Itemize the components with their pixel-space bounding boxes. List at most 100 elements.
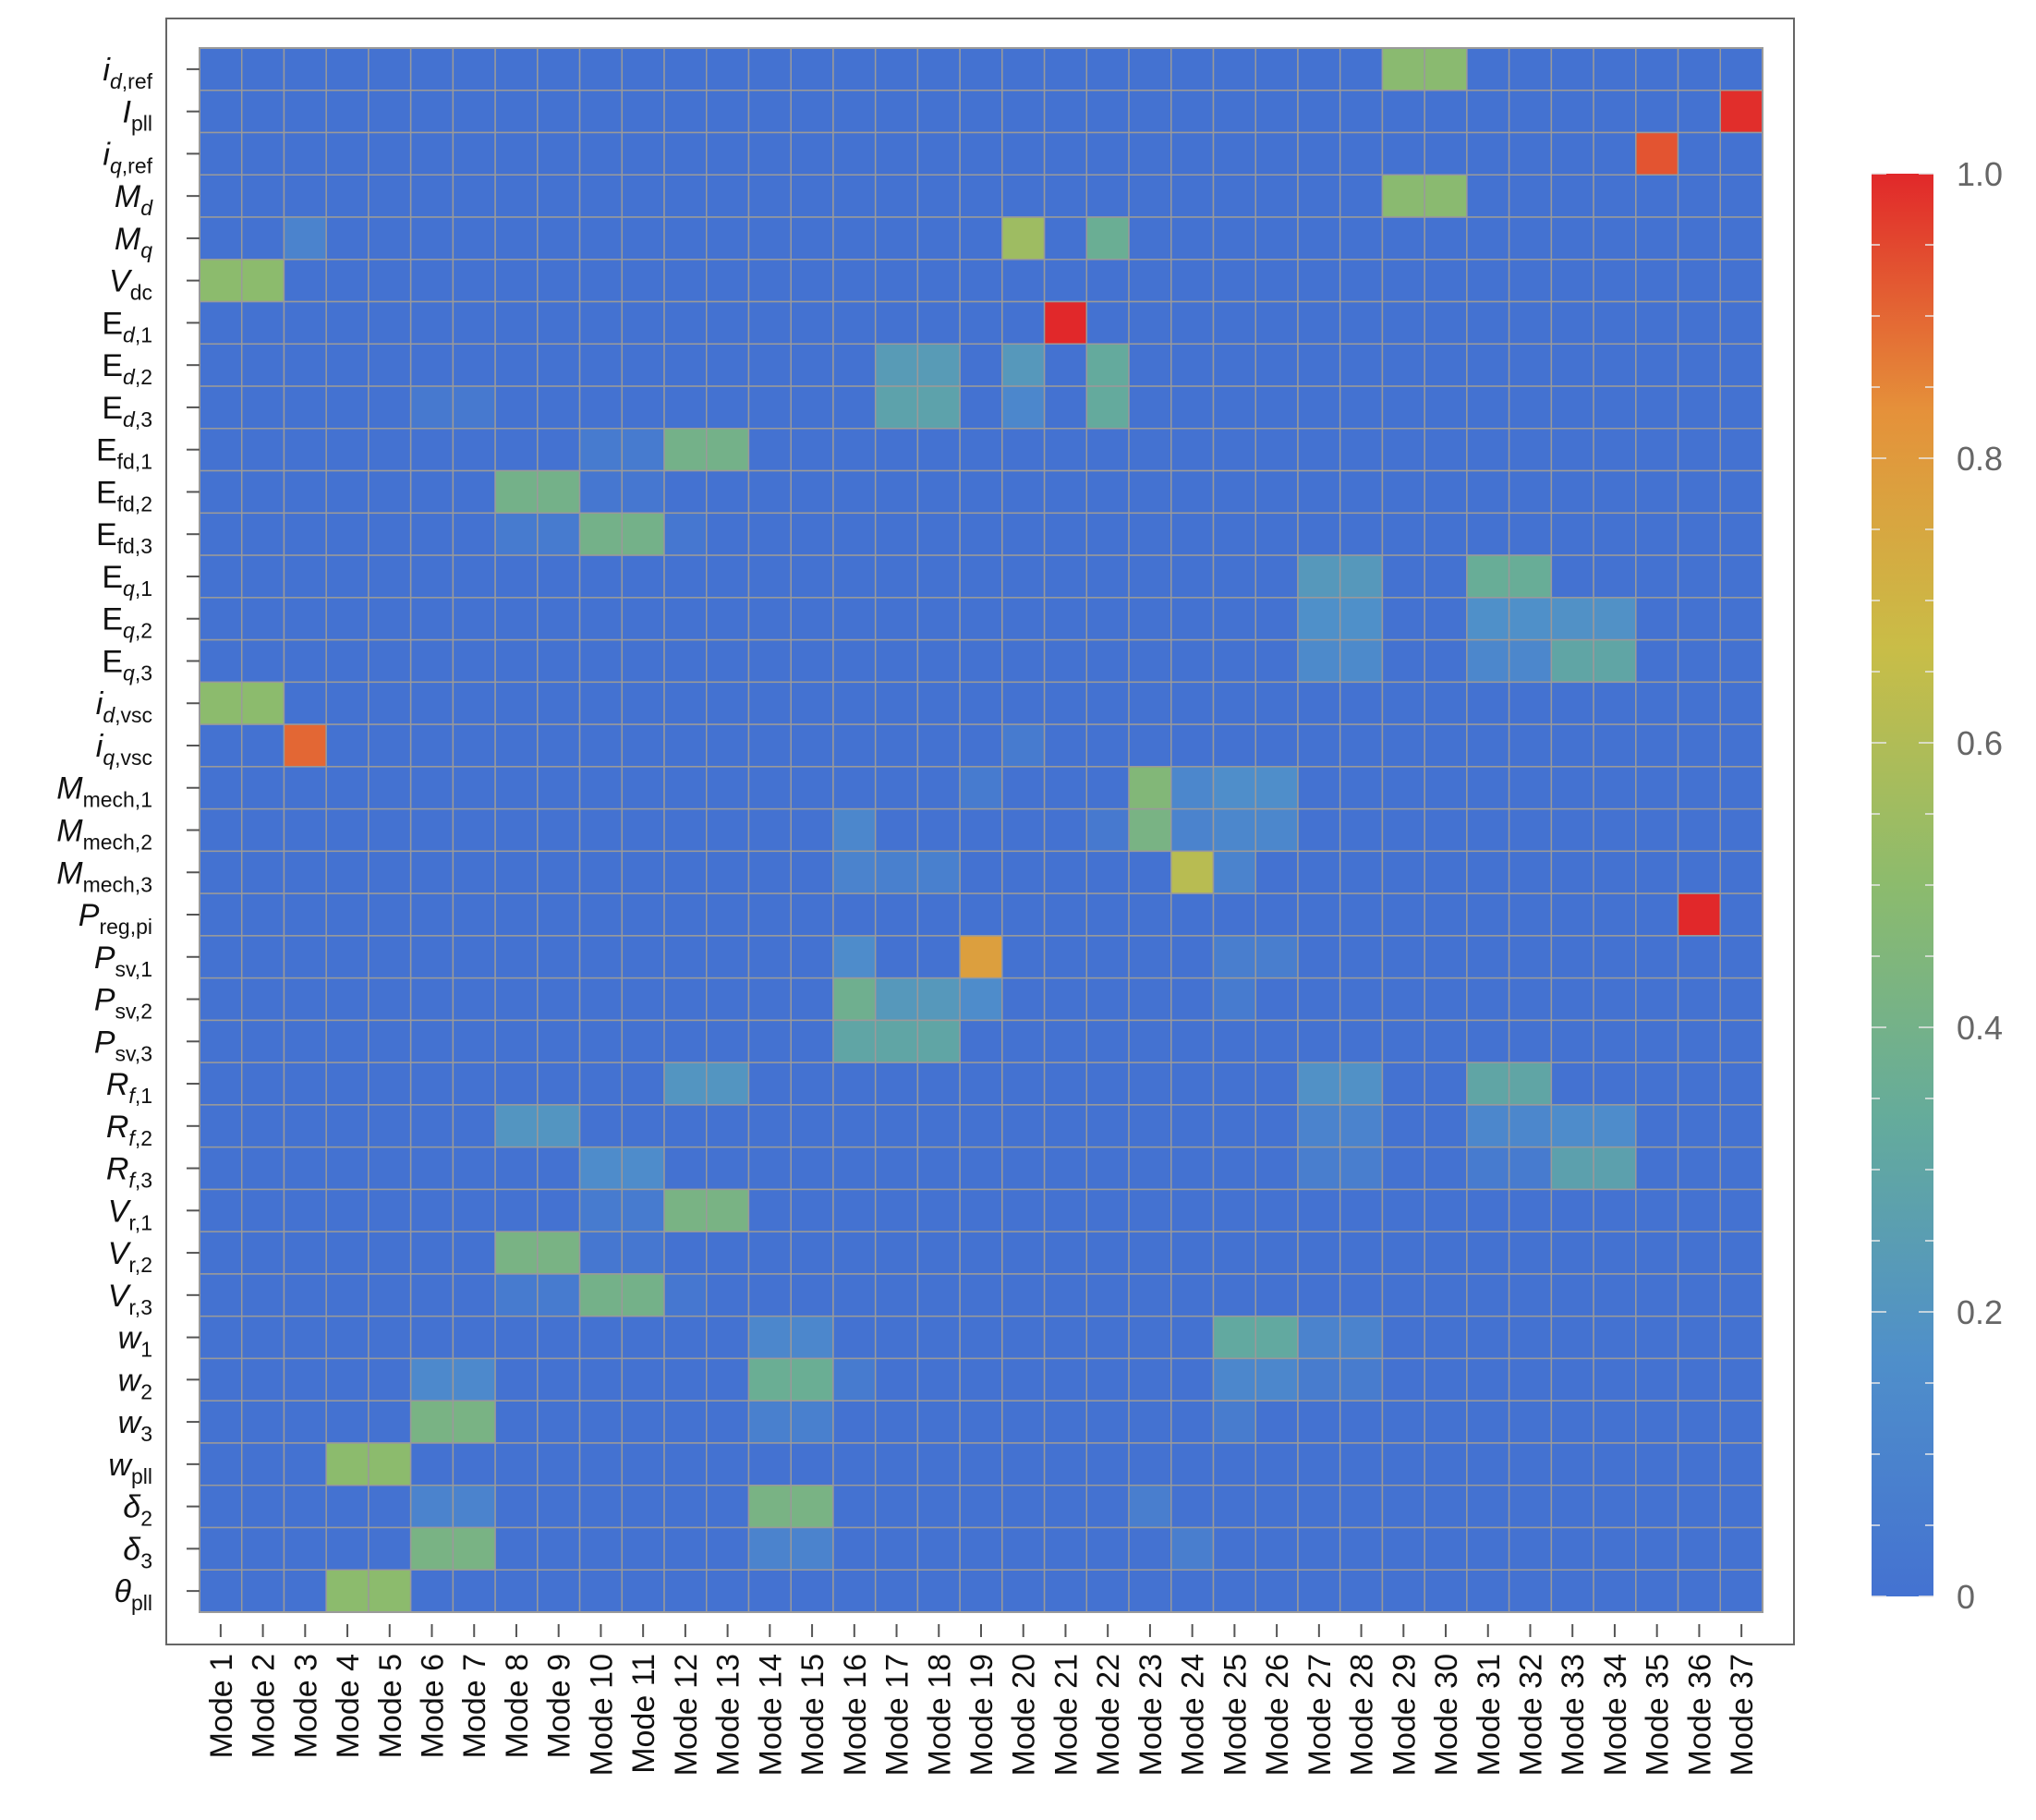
heatmap-cell — [1297, 1146, 1341, 1191]
heatmap-cell — [578, 935, 624, 979]
heatmap-cell — [1593, 1569, 1637, 1613]
heatmap-cell — [1550, 1188, 1594, 1232]
heatmap-cell — [1001, 1357, 1046, 1401]
heatmap-cell — [747, 892, 792, 937]
heatmap-cell — [578, 1146, 624, 1191]
y-tick-label: iq,vsc — [96, 729, 152, 770]
heatmap-cell — [1719, 977, 1763, 1022]
heatmap-cell — [1043, 597, 1088, 641]
heatmap-cell — [1001, 1146, 1046, 1191]
heatmap-cell — [368, 512, 412, 556]
heatmap-cell — [1212, 512, 1256, 556]
heatmap-cell — [1043, 1315, 1088, 1360]
heatmap-cell — [1466, 681, 1510, 725]
heatmap-cell — [1085, 1315, 1130, 1360]
heatmap-cell — [832, 1104, 877, 1148]
heatmap-cell — [1254, 638, 1299, 684]
heatmap-cell — [916, 1188, 961, 1232]
heatmap-cell — [1297, 259, 1341, 303]
heatmap-cell — [1170, 1569, 1215, 1613]
heatmap-cell — [325, 723, 370, 768]
heatmap-cell — [959, 1188, 1003, 1232]
heatmap-cell — [1466, 259, 1510, 303]
heatmap-cell — [494, 216, 539, 261]
x-tick-label: Mode 10 — [584, 1654, 619, 1776]
heatmap-cell — [1128, 300, 1172, 346]
x-tick-label: Mode 22 — [1091, 1654, 1126, 1776]
heatmap-cell — [1466, 1400, 1510, 1444]
heatmap-cell — [1593, 638, 1637, 684]
heatmap-cell — [874, 259, 919, 303]
heatmap-cell — [1466, 47, 1510, 91]
heatmap-cell — [1085, 512, 1130, 556]
heatmap-cell — [1212, 723, 1256, 768]
heatmap-cell — [1043, 131, 1088, 176]
heatmap-cell — [1424, 1146, 1468, 1191]
heatmap-cell — [1170, 1188, 1215, 1232]
heatmap-cell — [1254, 174, 1299, 218]
heatmap-cell — [1466, 343, 1510, 387]
heatmap-cell — [494, 766, 539, 810]
heatmap-cell — [283, 216, 327, 261]
heatmap-cell — [1254, 892, 1299, 937]
heatmap-cell — [537, 512, 581, 556]
heatmap-cell — [621, 90, 665, 134]
heatmap-cell — [1212, 1019, 1256, 1063]
heatmap-cell — [1170, 1273, 1215, 1317]
heatmap-cell — [1001, 1569, 1046, 1613]
heatmap-cell — [1424, 1019, 1468, 1063]
heatmap-cell — [790, 1273, 834, 1317]
x-tick-label: Mode 36 — [1682, 1654, 1717, 1776]
heatmap-cell — [452, 1019, 496, 1063]
heatmap-cell — [1043, 1104, 1088, 1148]
heatmap-cell — [1593, 1062, 1637, 1106]
heatmap-cell — [1466, 597, 1510, 641]
heatmap-cell — [240, 892, 285, 937]
heatmap-cell — [1719, 554, 1763, 599]
heatmap-cell — [1550, 300, 1594, 346]
heatmap-cell — [1254, 1146, 1299, 1191]
heatmap-cell — [706, 1019, 750, 1063]
heatmap-cell — [1424, 681, 1468, 725]
heatmap-cell — [1212, 469, 1256, 515]
heatmap-cell — [1339, 1357, 1384, 1401]
heatmap-cell — [409, 1442, 454, 1486]
heatmap-cell — [1550, 90, 1594, 134]
heatmap-cell — [1297, 935, 1341, 979]
heatmap-cell — [790, 850, 834, 894]
heatmap-cell — [368, 935, 412, 979]
heatmap-cell — [1719, 469, 1763, 515]
heatmap-cell — [409, 512, 454, 556]
heatmap-cell — [916, 512, 961, 556]
heatmap-cell — [1508, 1484, 1553, 1529]
heatmap-cell — [832, 259, 877, 303]
heatmap-cell — [874, 850, 919, 894]
heatmap-cell — [1719, 1526, 1763, 1571]
heatmap-cell — [199, 597, 243, 641]
heatmap-cell — [1043, 1019, 1088, 1063]
heatmap-cell — [1550, 1019, 1594, 1063]
y-tick-label: Efd,2 — [96, 475, 152, 516]
heatmap-cell — [368, 597, 412, 641]
heatmap-cell — [1508, 1188, 1553, 1232]
heatmap-cell — [706, 1104, 750, 1148]
heatmap-cell — [874, 90, 919, 134]
heatmap-cell — [790, 90, 834, 134]
heatmap-cell — [1381, 1357, 1425, 1401]
heatmap-cell — [1085, 300, 1130, 346]
heatmap-cell — [409, 1188, 454, 1232]
heatmap-cell — [1635, 343, 1679, 387]
heatmap-cell — [1677, 1315, 1722, 1360]
heatmap-cell — [1128, 1526, 1172, 1571]
heatmap-cell — [959, 892, 1003, 937]
heatmap-cell — [1085, 1146, 1130, 1191]
heatmap-cell — [1466, 850, 1510, 894]
heatmap-cell — [1635, 807, 1679, 853]
heatmap-cell — [1339, 892, 1384, 937]
heatmap-cell — [240, 1146, 285, 1191]
heatmap-cell — [1508, 259, 1553, 303]
heatmap-cell — [706, 512, 750, 556]
heatmap-cell — [368, 1231, 412, 1275]
heatmap-cell — [1466, 1526, 1510, 1571]
heatmap-cell — [1339, 1104, 1384, 1148]
